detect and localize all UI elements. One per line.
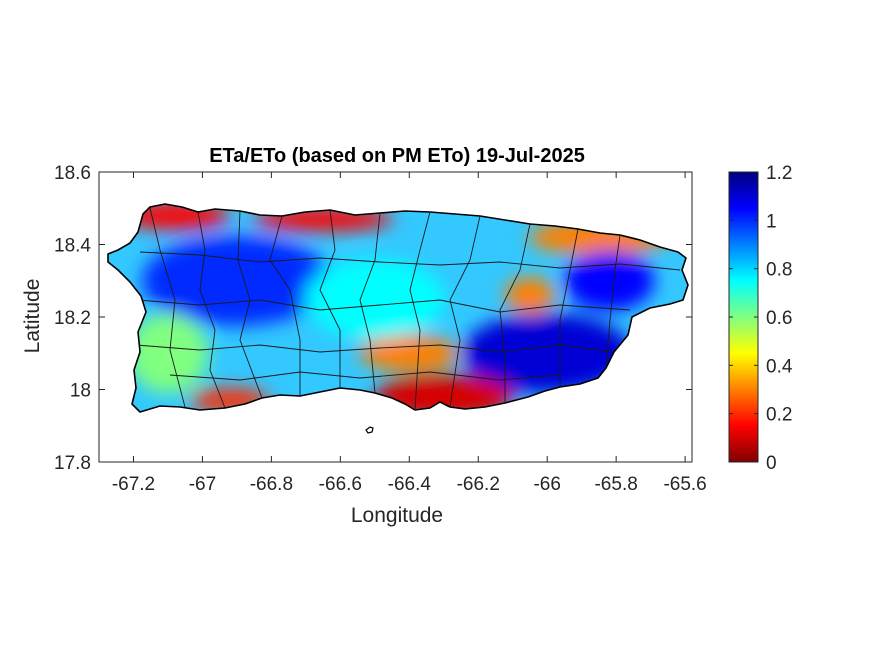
- x-tick-label: -65.6: [663, 474, 706, 495]
- plot-area: [98, 171, 693, 463]
- colorbar-tick-label: 0.8: [766, 260, 792, 281]
- municipality-boundary: [605, 234, 621, 369]
- municipality-boundaries: [135, 207, 681, 411]
- municipality-boundary: [237, 210, 263, 399]
- municipality-boundary: [149, 207, 186, 408]
- colorbar-tick-label: 0: [766, 453, 777, 474]
- municipality-boundary: [499, 223, 531, 403]
- heat-region: [141, 235, 332, 326]
- x-tick-label: -66.8: [250, 474, 293, 495]
- y-tick-label: 18.6: [54, 163, 91, 184]
- x-tick-label: -66.2: [457, 474, 500, 495]
- municipality-boundary: [139, 251, 681, 271]
- island-outline: [107, 203, 689, 413]
- y-tick-label: 18: [70, 381, 91, 402]
- heat-region: [304, 258, 445, 339]
- heat-region: [359, 335, 460, 372]
- y-tick-label: 18.4: [54, 236, 91, 257]
- colorbar: 0 0.2 0.4 0.6 0.8 1 1.2: [728, 163, 793, 474]
- municipality-boundary: [135, 344, 615, 353]
- x-axis: -67.2 -67 -66.8 -66.6 -66.4 -66.2 -66 -65.8 -65.…: [112, 172, 707, 495]
- y-tick-label: 17.8: [54, 453, 91, 474]
- chart-title: ETa/ETo (based on PM ETo) 19-Jul-2025: [209, 145, 585, 167]
- municipality-boundary: [319, 209, 341, 388]
- y-axis-label: Latitude: [21, 279, 44, 354]
- municipality-boundary: [559, 228, 579, 387]
- y-axis: 17.8 18 18.2 18.4 18.6: [54, 163, 692, 474]
- municipality-boundary: [169, 371, 561, 381]
- colorbar-gradient: [728, 171, 759, 463]
- heat-region: [127, 313, 208, 394]
- y-tick-label: 18.2: [54, 308, 91, 329]
- municipality-boundary: [449, 215, 481, 408]
- colorbar-tick-label: 0.2: [766, 405, 792, 426]
- colorbar-tick-label: 0.6: [766, 308, 792, 329]
- x-tick-label: -67: [189, 474, 216, 495]
- municipality-boundary: [409, 211, 431, 411]
- caja-de-muertos-island: [365, 426, 374, 434]
- heat-region: [504, 277, 555, 314]
- x-tick-label: -66.4: [388, 474, 432, 495]
- colorbar-ticks: 0 0.2 0.4 0.6 0.8 1 1.2: [729, 163, 793, 474]
- x-tick-label: -67.2: [112, 474, 155, 495]
- municipality-boundary: [359, 212, 381, 394]
- colorbar-tick-label: 1.2: [766, 163, 792, 184]
- colorbar-tick-label: 1: [766, 211, 777, 232]
- x-tick-label: -66: [533, 474, 560, 495]
- municipality-boundary: [137, 299, 631, 313]
- colorbar-tick-label: 0.4: [766, 356, 793, 377]
- heat-region: [564, 250, 655, 311]
- x-tick-label: -66.6: [319, 474, 362, 495]
- municipality-boundary: [197, 211, 226, 409]
- x-axis-label: Longitude: [351, 504, 443, 527]
- x-tick-label: -65.8: [594, 474, 637, 495]
- municipality-boundary: [269, 215, 301, 396]
